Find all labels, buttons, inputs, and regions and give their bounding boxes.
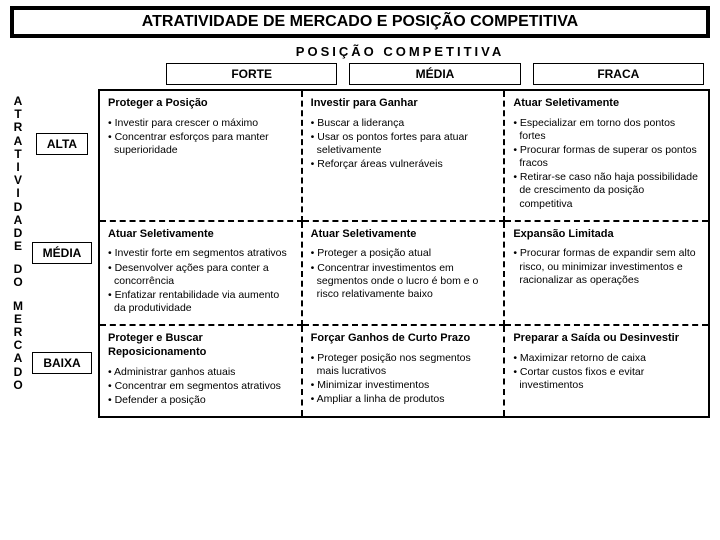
column-headers: FORTE MÉDIA FRACA [160, 63, 710, 85]
cell-bullets: • Procurar formas de expandir sem alto r… [513, 247, 700, 286]
col-forte: FORTE [166, 63, 337, 85]
cell-title: Atuar Seletivamente [513, 97, 700, 111]
bullet: • Enfatizar rentabilidade via aumento da… [108, 289, 293, 315]
page-title: ATRATIVIDADE DE MERCADO E POSIÇÃO COMPET… [10, 6, 710, 38]
axis-letter: A [14, 352, 23, 365]
cell-title: Proteger e Buscar Reposicionamento [108, 332, 293, 360]
matrix-cell: Atuar Seletivamente • Especializar em tor… [505, 91, 708, 222]
matrix-grid: Proteger a Posição • Investir para cresce… [98, 89, 710, 418]
matrix-cell: Investir para Ganhar • Buscar a liderança… [303, 91, 506, 222]
matrix-cell: Forçar Ganhos de Curto Prazo • Proteger p… [303, 326, 506, 416]
bullet: • Concentrar investimentos em segmentos … [311, 262, 496, 301]
axis-letter: T [14, 148, 21, 161]
col-media: MÉDIA [349, 63, 520, 85]
axis-letter: R [14, 121, 23, 134]
cell-title: Expansão Limitada [513, 228, 700, 242]
axis-letter: E [14, 240, 22, 253]
bullet: • Retirar-se caso não haja possibilidade… [513, 171, 700, 210]
matrix-cell: Expansão Limitada • Procurar formas de ex… [505, 222, 708, 326]
axis-top-label: POSIÇÃO COMPETITIVA [90, 44, 710, 59]
cell-bullets: • Investir forte em segmentos atrativos •… [108, 247, 293, 315]
axis-letter: D [14, 201, 23, 214]
bullet: • Concentrar em segmentos atrativos [108, 380, 293, 393]
axis-left-label: ATRATIVIDADEDOMERCADO [10, 89, 26, 418]
strategy-matrix: ATRATIVIDADE DE MERCADO E POSIÇÃO COMPET… [0, 0, 720, 540]
matrix-cell: Atuar Seletivamente • Proteger a posição … [303, 222, 506, 326]
row-headers: ALTA MÉDIA BAIXA [26, 89, 98, 418]
row-media: MÉDIA [32, 242, 93, 264]
bullet: • Cortar custos fixos e evitar investime… [513, 366, 700, 392]
cell-bullets: • Buscar a liderança• Usar os pontos for… [311, 117, 496, 172]
bullet: • Maximizar retorno de caixa [513, 352, 700, 365]
cell-bullets: • Especializar em torno dos pontos forte… [513, 117, 700, 211]
cell-bullets: • Investir para crescer o máximo• Concen… [108, 117, 293, 157]
bullet: • Concentrar esforços para manter superi… [108, 131, 293, 157]
bullet: • Reforçar áreas vulneráveis [311, 158, 496, 171]
bullet: • Procurar formas de superar os pontos f… [513, 144, 700, 170]
cell-bullets: • Administrar ganhos atuais• Concentrar … [108, 366, 293, 407]
axis-letter: D [14, 366, 23, 379]
bullet: • Procurar formas de expandir sem alto r… [513, 247, 700, 286]
cell-title: Proteger a Posição [108, 97, 293, 111]
bullet: • Proteger a posição atual [311, 247, 496, 260]
bullet: • Investir para crescer o máximo [108, 117, 293, 130]
bullet: • Ampliar a linha de produtos [311, 393, 496, 406]
bullet: • Usar os pontos fortes para atuar selet… [311, 131, 496, 157]
matrix-cell: Proteger e Buscar Reposicionamento • Admi… [100, 326, 303, 416]
axis-letter: I [16, 187, 19, 200]
row-alta: ALTA [36, 133, 88, 155]
axis-letter: M [13, 300, 23, 313]
matrix-cell: Proteger a Posição • Investir para cresce… [100, 91, 303, 222]
cell-bullets: • Proteger posição nos segmentos mais lu… [311, 352, 496, 407]
cell-title: Atuar Seletivamente [311, 228, 496, 242]
bullet: • Buscar a liderança [311, 117, 496, 130]
bullet: • Proteger posição nos segmentos mais lu… [311, 352, 496, 378]
cell-title: Atuar Seletivamente [108, 228, 293, 242]
bullet: • Especializar em torno dos pontos forte… [513, 117, 700, 143]
bullet: • Defender a posição [108, 394, 293, 407]
col-fraca: FRACA [533, 63, 704, 85]
matrix-cell: Preparar a Saída ou Desinvestir • Maximiz… [505, 326, 708, 416]
bullet: • Investir forte em segmentos atrativos [108, 247, 293, 260]
cell-bullets: • Proteger a posição atual • Concentrar i… [311, 247, 496, 301]
bullet: • Desenvolver ações para conter a concor… [108, 262, 293, 288]
axis-letter: O [13, 276, 22, 289]
row-baixa: BAIXA [32, 352, 91, 374]
axis-letter: A [14, 135, 23, 148]
cell-bullets: • Maximizar retorno de caixa• Cortar cus… [513, 352, 700, 392]
matrix-cell: Atuar Seletivamente • Investir forte em s… [100, 222, 303, 326]
axis-letter: A [14, 214, 23, 227]
cell-title: Forçar Ganhos de Curto Prazo [311, 332, 496, 346]
cell-title: Investir para Ganhar [311, 97, 496, 111]
bullet: • Minimizar investimentos [311, 379, 496, 392]
cell-title: Preparar a Saída ou Desinvestir [513, 332, 700, 346]
axis-letter: O [13, 379, 22, 392]
bullet: • Administrar ganhos atuais [108, 366, 293, 379]
